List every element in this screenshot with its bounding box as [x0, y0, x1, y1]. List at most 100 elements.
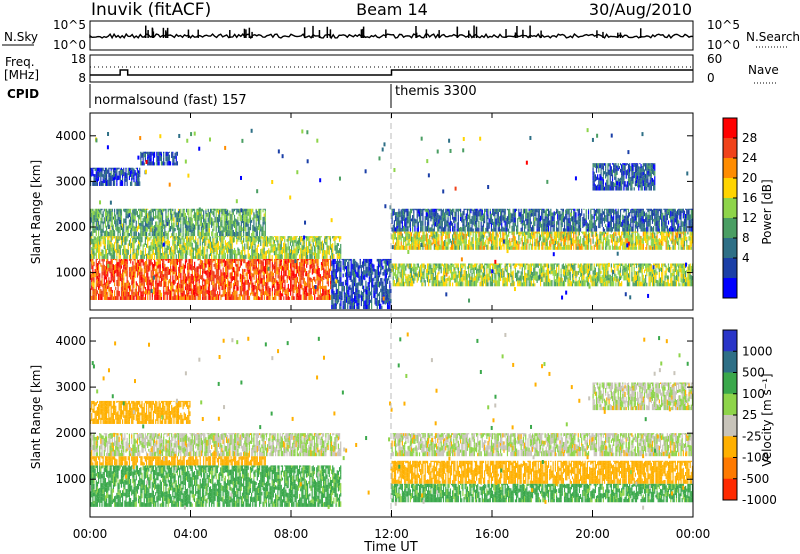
range-gate-cell [661, 231, 663, 235]
range-gate-cell [100, 289, 102, 294]
range-gate-cell [123, 269, 125, 273]
range-gate-cell [236, 253, 238, 259]
range-gate-cell [535, 239, 537, 243]
range-gate-cell [146, 282, 148, 286]
range-gate-cell [135, 262, 137, 268]
range-gate-cell [183, 290, 185, 296]
range-gate-cell [99, 172, 101, 178]
range-gate-cell [222, 275, 224, 282]
range-gate-cell [368, 290, 370, 295]
range-gate-cell [448, 233, 450, 239]
range-gate-cell [256, 267, 259, 272]
range-gate-cell [173, 292, 175, 298]
range-gate-cell [251, 288, 253, 295]
range-gate-cell [112, 264, 115, 271]
range-gate-cell [260, 236, 262, 240]
range-gate-cell [190, 208, 192, 212]
range-gate-cell [351, 289, 353, 293]
range-gate-cell [196, 208, 198, 212]
range-gate-cell [135, 267, 137, 272]
range-gate-cell [371, 273, 373, 277]
range-gate-cell [213, 208, 215, 210]
range-gate-cell [490, 239, 493, 244]
range-gate-cell [466, 231, 469, 236]
range-gate-cell [99, 181, 101, 186]
range-gate-cell [324, 255, 326, 259]
range-gate-cell [112, 296, 115, 300]
range-gate-cell [315, 279, 317, 284]
range-gate-cell [234, 289, 236, 295]
range-gate-cell [350, 271, 352, 278]
range-gate-cell [163, 255, 165, 259]
range-gate-cell [337, 236, 340, 239]
range-gate-cell [133, 210, 135, 215]
range-gate-cell [168, 248, 171, 255]
range-gate-cell [306, 236, 309, 241]
range-gate-cell [409, 237, 411, 242]
range-gate-cell [157, 236, 159, 243]
range-gate-cell [158, 225, 160, 232]
range-gate-cell [360, 290, 362, 296]
range-gate-cell [449, 238, 451, 243]
range-gate-cell [173, 258, 175, 261]
range-gate-cell [163, 223, 165, 227]
range-gate-cell [306, 271, 308, 277]
range-gate-cell [561, 246, 563, 250]
range-gate-cell [365, 288, 367, 294]
range-gate-cell [215, 239, 217, 245]
range-gate-cell [104, 177, 107, 183]
range-gate-cell [317, 253, 319, 259]
range-gate-cell [609, 245, 611, 250]
freq-tick-high: 18 [71, 52, 86, 66]
range-gate-cell [254, 243, 256, 249]
range-gate-cell [304, 258, 307, 264]
range-gate-cell [321, 248, 324, 254]
range-gate-cell [102, 255, 104, 259]
range-gate-cell [355, 269, 357, 274]
range-gate-cell [184, 233, 186, 237]
range-gate-cell [136, 263, 139, 270]
range-gate-cell [103, 239, 105, 246]
range-gate-cell [317, 276, 319, 281]
range-gate-cell [430, 240, 432, 244]
range-gate-cell [484, 242, 486, 246]
range-gate-cell [100, 236, 102, 238]
range-gate-cell [295, 273, 297, 277]
range-gate-cell [191, 288, 193, 295]
range-gate-cell [310, 277, 312, 283]
range-gate-cell [144, 236, 147, 238]
range-gate-cell [318, 294, 320, 300]
range-gate-cell [662, 231, 664, 233]
range-gate-cell [148, 246, 150, 251]
range-gate-cell [309, 241, 311, 247]
range-gate-cell [222, 226, 224, 230]
range-gate-cell [624, 239, 626, 246]
range-gate-cell [205, 214, 207, 221]
range-gate-cell [140, 260, 142, 267]
range-gate-cell [366, 300, 368, 305]
range-gate-cell [650, 241, 652, 247]
range-gate-cell [169, 161, 172, 166]
range-gate-cell [166, 239, 168, 246]
range-gate-cell [304, 292, 307, 296]
range-gate-cell [236, 267, 238, 274]
range-gate-cell [484, 232, 486, 238]
range-gate-cell [161, 216, 164, 223]
range-gate-cell [219, 275, 221, 280]
range-gate-cell [645, 231, 647, 233]
range-gate-cell [343, 298, 345, 304]
range-gate-cell [217, 208, 220, 211]
range-gate-cell [162, 273, 164, 278]
range-gate-cell [230, 294, 232, 300]
range-gate-cell [193, 224, 196, 230]
range-gate-cell [137, 250, 140, 256]
range-gate-cell [262, 258, 264, 262]
range-gate-cell [342, 265, 344, 270]
range-gate-cell [185, 215, 188, 220]
range-gate-cell [148, 285, 150, 291]
range-gate-cell [606, 236, 608, 241]
range-gate-cell [137, 224, 140, 230]
range-gate-cell [389, 274, 391, 278]
range-gate-cell [478, 242, 480, 245]
range-gate-cell [566, 232, 568, 238]
